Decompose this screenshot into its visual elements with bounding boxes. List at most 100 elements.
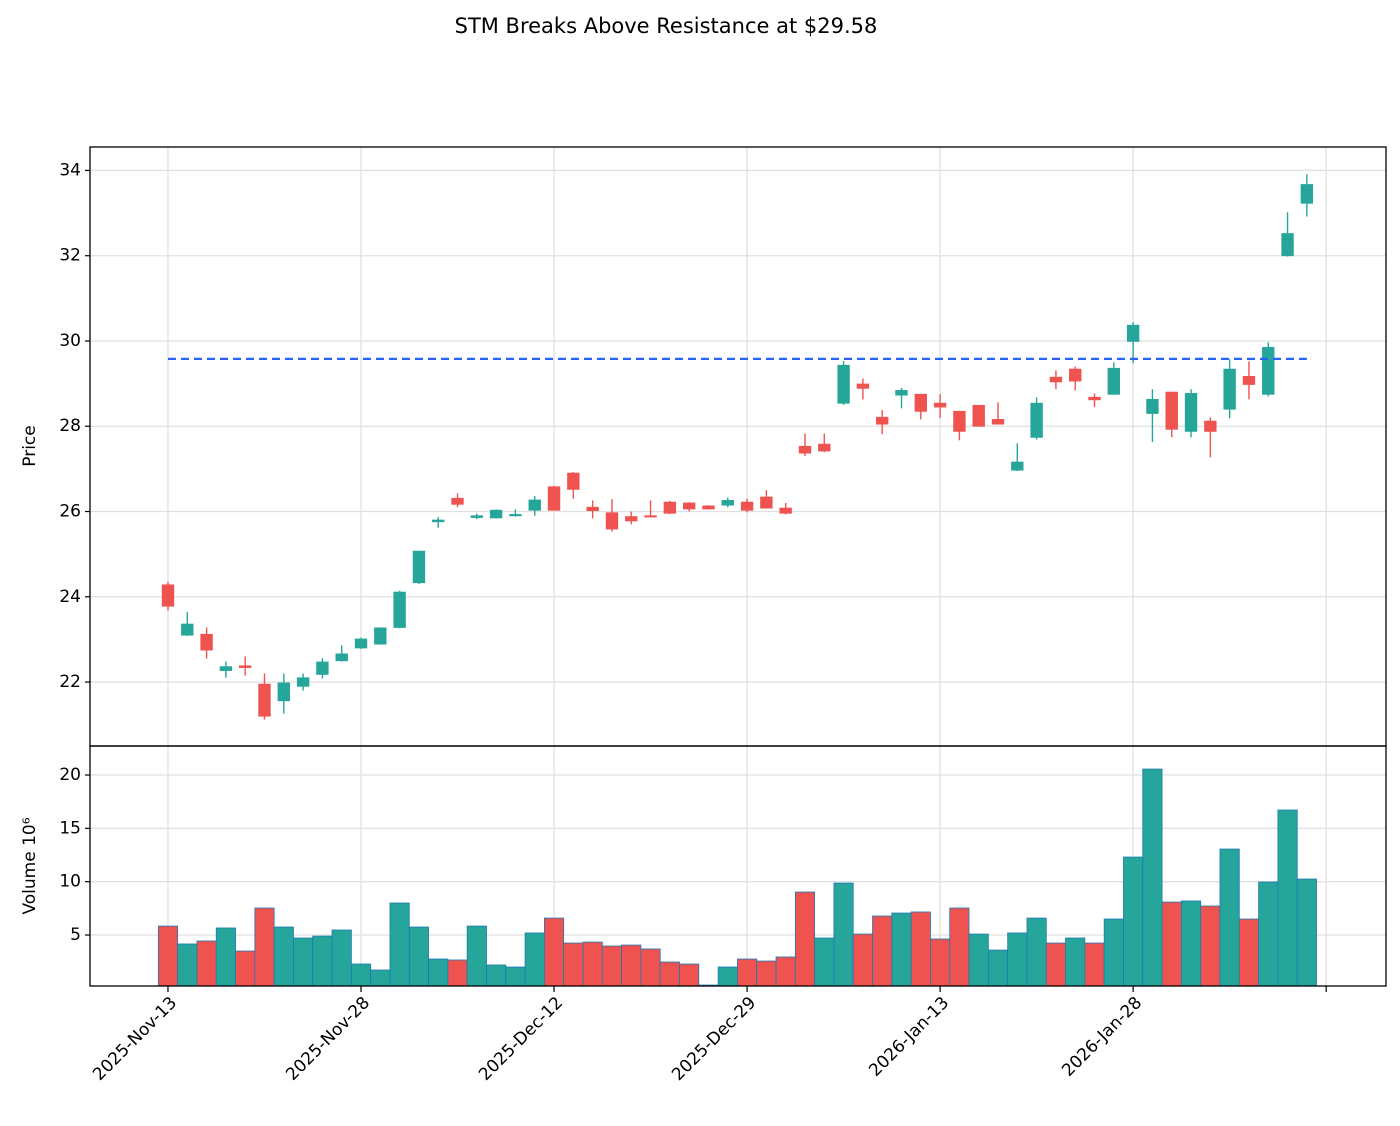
candle-body [1049,376,1063,383]
volume-bar [1296,878,1317,986]
candle-body [1030,402,1043,438]
volume-frame [89,745,1387,987]
x-tick-label: 2025-Nov-28 [282,993,374,1085]
candle-body [1069,368,1082,382]
volume-bar [872,915,893,986]
volume-bar [891,912,912,986]
volume-bar [1007,932,1028,986]
candle-body [702,505,715,510]
volume-bar [1123,856,1144,986]
x-tick-label: 2026-Jan-13 [865,993,953,1081]
candle-body [1281,233,1294,257]
volume-bar [582,941,603,986]
volume-bar [312,935,333,986]
volume-bar [775,956,796,986]
x-tick-label: 2025-Nov-13 [89,993,181,1085]
candle-body [933,402,947,408]
candle-body [856,383,870,389]
volume-bar [833,882,854,986]
volume-bar [331,929,352,986]
chart-title: STM Breaks Above Resistance at $29.58 [455,14,878,38]
volume-bar [1045,942,1066,986]
volume-bar [987,949,1009,986]
volume-bar [235,950,256,986]
candle-body [393,591,406,628]
candle-body [1088,396,1101,401]
volume-bar [717,966,738,986]
candle-body [296,677,310,687]
candle-body [219,666,233,671]
y-tick-label: 34 [59,160,81,180]
volume-bar [601,945,623,986]
volume-bar [794,891,816,986]
volume-bar [196,940,217,986]
candle-body [1165,391,1178,430]
candle-body [663,501,677,514]
volume-bar [486,964,507,986]
candle-body [605,512,619,530]
volume-bar [177,943,198,986]
y-tick-label: 22 [59,672,81,692]
volume-bar [968,933,989,986]
candle-body [760,496,773,509]
volume-panel [157,768,1317,986]
candle-body [586,506,599,512]
volume-bar [350,963,372,986]
volume-bar [1142,768,1163,986]
candle-body [779,507,792,514]
candle-body [547,486,561,511]
y-tick-label: 20 [59,765,81,785]
candle-body [1223,368,1236,410]
candle-body [895,390,908,396]
candle-body [470,515,484,518]
candle-body [837,364,850,404]
candle-body [354,638,368,649]
volume-bar [679,963,700,986]
candle-body [1242,375,1256,385]
volume-bar [408,926,429,986]
volume-bar [1180,900,1202,986]
y-tick-label: 24 [59,587,81,607]
candle-body [818,443,831,452]
volume-bar [1026,917,1047,986]
candle-body [798,445,812,454]
y-tick-label: 10 [59,872,81,892]
volume-bar [466,925,487,986]
candle-body [740,501,754,511]
candle-body [682,502,696,510]
volume-bar [756,960,777,986]
volume-bar [157,925,179,986]
candle-body [625,516,638,522]
candle-body [277,682,290,702]
x-tick-label: 2025-Dec-12 [475,993,567,1085]
grid [90,147,1386,986]
candle-body [374,627,387,645]
volume-bar [293,937,314,986]
candle-body [721,500,734,506]
volume-bar [737,958,758,986]
volume-bar [543,917,565,986]
volume-bar [1277,809,1298,986]
volume-bar [852,933,873,986]
volume-bar [1258,881,1279,986]
candle-body [432,519,445,523]
candle-body [1146,398,1159,414]
y-tick-label: 32 [59,246,81,266]
volume-bar [254,907,275,986]
candle-body [239,665,252,668]
candle-body [200,633,213,651]
candle-body [644,515,657,518]
volume-bar [1238,918,1260,986]
volume-bar [1065,937,1086,986]
x-tick-label: 2025-Dec-29 [668,993,760,1085]
candle-body [1300,184,1314,204]
price-panel [161,174,1314,720]
candle-body [335,653,348,662]
y-tick-label: 28 [59,416,81,436]
candle-body [528,499,541,511]
volume-bar [1200,905,1221,986]
volume-bar [659,961,680,986]
volume-axis-label: Volume 10⁶ [20,817,40,914]
candle-body [1204,420,1217,432]
